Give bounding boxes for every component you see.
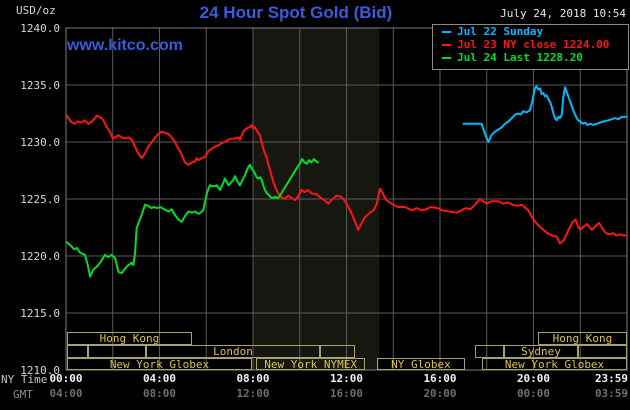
x-tick-label-ny: 16:00 [423,372,457,385]
legend-item-jul23: Jul 23 NY close 1224.00 [433,38,628,51]
ny-time-axis-label: NY Time [1,373,48,386]
legend: Jul 22 Sunday Jul 23 NY close 1224.00 Ju… [432,24,629,70]
gmt-axis-label: GMT [13,388,33,401]
session-label: NY Globex [391,358,451,371]
y-tick-label: 1225.0 [20,193,60,206]
x-tick-label-gmt: 04:00 [49,387,83,400]
price-line-2 [65,158,319,278]
legend-dash-icon [442,31,451,33]
legend-dash-icon [442,44,451,46]
x-tick-label-ny: 08:00 [236,372,270,385]
unit-label: USD/oz [16,4,56,17]
plot-border [65,27,628,371]
session-label: New York Globex [504,358,605,371]
x-tick-label-ny: 20:00 [516,372,551,385]
y-tick-label: 1220.0 [20,250,60,263]
session-label: New York Globex [109,358,210,371]
session-label: London [213,345,253,358]
session-label: Sydney [521,345,561,358]
session-box: London [145,345,321,358]
x-tick-label-gmt: 20:00 [423,387,457,400]
x-tick-label-gmt: 00:00 [516,387,551,400]
x-tick-label-ny: 12:00 [329,372,364,385]
legend-item-jul22: Jul 22 Sunday [433,25,628,38]
session-box [87,345,146,358]
session-box: Hong Kong [66,332,192,345]
x-tick-label-ny: 04:00 [142,372,177,385]
x-tick-label-gmt: 16:00 [329,387,364,400]
y-tick-label: 1215.0 [20,307,60,320]
session-box: New York Globex [482,358,627,371]
kitco-watermark-link[interactable]: www.kitco.com [67,37,183,54]
session-box: NY Globex [376,358,465,371]
session-box [66,345,88,358]
legend-label: Jul 24 Last 1228.20 [457,51,583,64]
chart-title: 24 Hour Spot Gold (Bid) [199,3,393,22]
session-box: Hong Kong [537,332,627,345]
legend-label: Jul 22 Sunday [457,25,544,38]
session-label: Hong Kong [99,332,160,345]
x-tick-label-gmt: 12:00 [236,387,270,400]
session-box [577,345,627,358]
session-box: Sydney [504,345,578,358]
session-label: Hong Kong [552,332,613,345]
session-label: New York NYMEX [264,358,357,371]
session-box: New York NYMEX [256,358,366,371]
y-tick-label: 1210.0 [20,364,60,377]
x-tick-label-ny: 23:59 [594,372,629,385]
session-box [475,345,505,358]
legend-item-jul24: Jul 24 Last 1228.20 [433,51,628,64]
session-box: New York Globex [66,358,253,371]
legend-dash-icon [442,57,451,59]
y-tick-label: 1230.0 [20,136,60,149]
x-tick-label-gmt: 03:59 [594,387,629,400]
price-line-1 [65,114,628,245]
y-tick-label: 1235.0 [20,79,60,92]
session-box [320,345,355,358]
x-tick-label-gmt: 08:00 [142,387,177,400]
price-line-0 [462,85,628,143]
y-tick-label: 1240.0 [20,22,60,35]
x-tick-label-ny: 00:00 [49,372,83,385]
legend-label: Jul 23 NY close 1224.00 [457,38,610,51]
chart-datetime: July 24, 2018 10:54 [500,7,626,20]
